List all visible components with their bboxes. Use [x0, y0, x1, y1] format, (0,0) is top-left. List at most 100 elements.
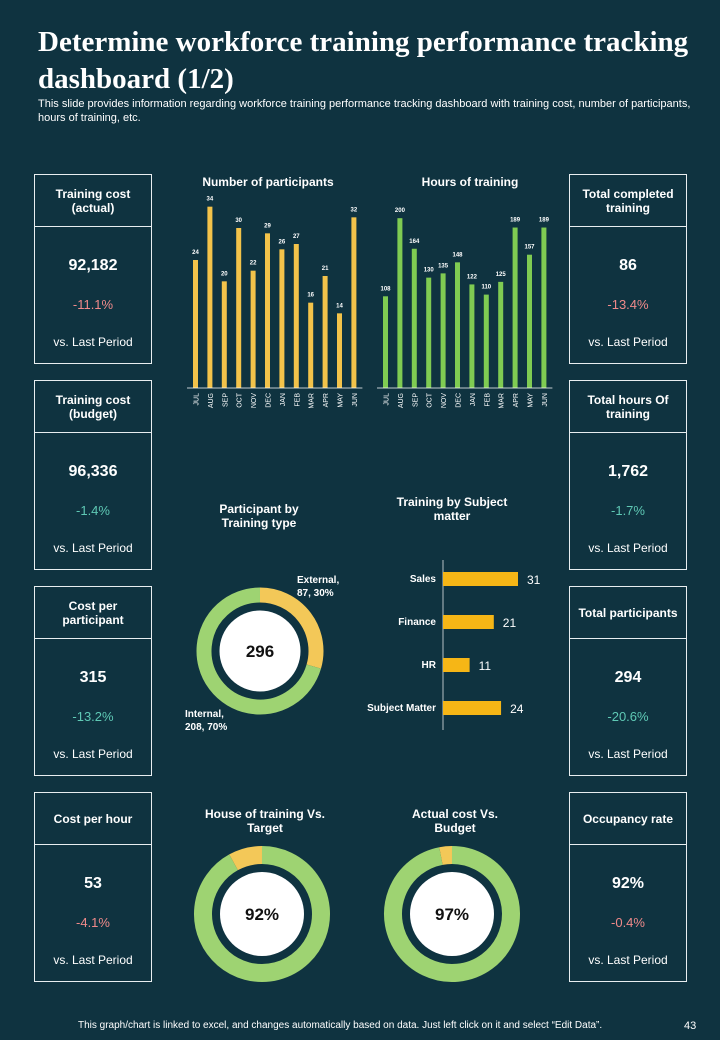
hours-bar-mar	[498, 281, 504, 388]
hours-tick-label: OCT	[427, 392, 434, 408]
kpi-comparison: vs. Last Period	[588, 953, 668, 967]
hours-bar-nov	[440, 273, 446, 388]
kpi-card-cost-per-hour: Cost per hour 53 -4.1% vs. Last Period	[34, 792, 152, 982]
kpi-change: -0.4%	[611, 915, 645, 930]
kpi-comparison: vs. Last Period	[53, 541, 133, 555]
kpi-label: Occupancy rate	[570, 793, 686, 845]
participants-tick-label: MAY	[338, 393, 345, 408]
participants-bar-dec	[265, 233, 270, 388]
training-type-slice-external	[259, 587, 324, 669]
hours-data-label: 189	[539, 218, 550, 224]
kpi-label: Cost per hour	[35, 793, 151, 845]
participants-bar-apr	[322, 276, 328, 388]
hours-vs-target-center-value: 92%	[245, 905, 279, 924]
kpi-comparison: vs. Last Period	[53, 335, 133, 349]
kpi-label: Total hours Of training	[570, 381, 686, 433]
participants-data-label: 21	[322, 266, 329, 272]
hours-data-label: 135	[438, 263, 449, 269]
subject-bar-finance	[443, 615, 494, 629]
kpi-value: 1,762	[607, 463, 649, 480]
participants-bar-aug	[207, 206, 213, 388]
participants-data-label: 14	[336, 303, 343, 309]
participants-bar-oct	[236, 228, 242, 388]
external-label: External,	[297, 575, 339, 586]
participants-data-label: 34	[207, 197, 214, 203]
participants-data-label: 22	[250, 261, 257, 267]
hours-data-label: 108	[380, 286, 391, 292]
training-type-slice-internal	[196, 587, 321, 715]
kpi-comparison: vs. Last Period	[53, 953, 133, 967]
hours-data-label: 189	[510, 218, 521, 224]
cost-vs-budget-slice-remaining	[439, 846, 453, 865]
internal-label-value: 208, 70%	[185, 722, 227, 733]
kpi-change: -13.4%	[607, 297, 649, 312]
kpi-change: -20.6%	[607, 709, 649, 724]
participants-data-label: 32	[351, 207, 358, 213]
participants-bar-jun	[351, 217, 357, 388]
subject-bar-sales	[443, 572, 518, 586]
hours-bar-dec	[455, 262, 460, 388]
kpi-value: 96,336	[68, 463, 118, 480]
hours-bar-feb	[483, 294, 489, 388]
participants-data-label: 27	[293, 234, 300, 240]
participants-bar-feb	[293, 244, 299, 388]
subject-category-label: HR	[422, 660, 437, 671]
kpi-label: Training cost (budget)	[35, 381, 151, 433]
hours-data-label: 200	[395, 208, 406, 214]
participants-tick-label: APR	[323, 393, 330, 407]
subject-bar-hr	[443, 658, 470, 672]
kpi-value: 53	[84, 875, 102, 892]
participants-bar-nov	[250, 270, 256, 388]
hours-bar-oct	[426, 277, 432, 388]
participants-data-label: 20	[221, 271, 228, 277]
page-number: 43	[684, 1020, 697, 1032]
participants-bar-sep	[221, 281, 227, 388]
subject-data-label: 21	[503, 616, 517, 630]
cost-vs-budget-center	[410, 872, 494, 956]
participants-data-label: 30	[235, 218, 242, 224]
participants-tick-label: JUN	[352, 393, 359, 407]
subject-data-label: 24	[510, 702, 524, 716]
hours-tick-label: MAR	[499, 393, 506, 409]
hours-tick-label: JUN	[542, 393, 549, 407]
participants-bar-jul	[193, 260, 198, 388]
cost-vs-budget-slice-achieved	[384, 846, 520, 982]
hours-bar-jul	[383, 296, 388, 388]
internal-label: Internal,	[185, 709, 224, 720]
hours-data-label: 122	[467, 274, 478, 280]
participants-data-label: 26	[279, 239, 286, 245]
page-title: Determine workforce training performance…	[38, 26, 689, 95]
hours-tick-label: APR	[513, 393, 520, 407]
hours-tick-label: JUL	[384, 393, 391, 406]
kpi-value: 86	[619, 257, 637, 274]
participants-tick-label: SEP	[222, 393, 229, 407]
kpi-card-total-hours-of-training: Total hours Of training 1,762 -1.7% vs. …	[569, 380, 687, 570]
kpi-card-total-completed-training: Total completed training 86 -13.4% vs. L…	[569, 174, 687, 364]
hours-tick-label: DEC	[456, 393, 463, 408]
kpi-card-cost-per-participant: Cost per participant 315 -13.2% vs. Last…	[34, 586, 152, 776]
footer-note: This graph/chart is linked to excel, and…	[78, 1020, 603, 1031]
participants-bar-jan	[279, 249, 285, 388]
hours-bar-jun	[541, 227, 547, 388]
hours-data-label: 157	[524, 245, 535, 251]
participants-tick-label: NOV	[251, 393, 258, 409]
hours-data-label: 130	[424, 268, 435, 274]
hours-bar-apr	[512, 227, 518, 388]
kpi-value: 92%	[611, 875, 645, 892]
hours-data-label: 125	[496, 272, 507, 278]
hours-bar-may	[527, 254, 532, 388]
kpi-change: -1.7%	[611, 503, 645, 518]
participants-data-label: 29	[264, 223, 271, 229]
hours-vs-target-slice-achieved	[194, 846, 330, 982]
hours-bar-jan	[469, 284, 475, 388]
training-type-chart-title: Participant by Training type	[219, 502, 299, 530]
hours-data-label: 148	[452, 252, 463, 258]
hours-vs-target-center	[220, 872, 304, 956]
kpi-comparison: vs. Last Period	[53, 747, 133, 761]
hours-tick-label: FEB	[484, 393, 491, 407]
hours-tick-label: SEP	[412, 393, 419, 407]
kpi-label: Total participants	[570, 587, 686, 639]
kpi-change: -11.1%	[72, 297, 114, 312]
participants-chart-title: Number of participants	[202, 175, 334, 189]
hours-tick-label: NOV	[441, 393, 448, 409]
